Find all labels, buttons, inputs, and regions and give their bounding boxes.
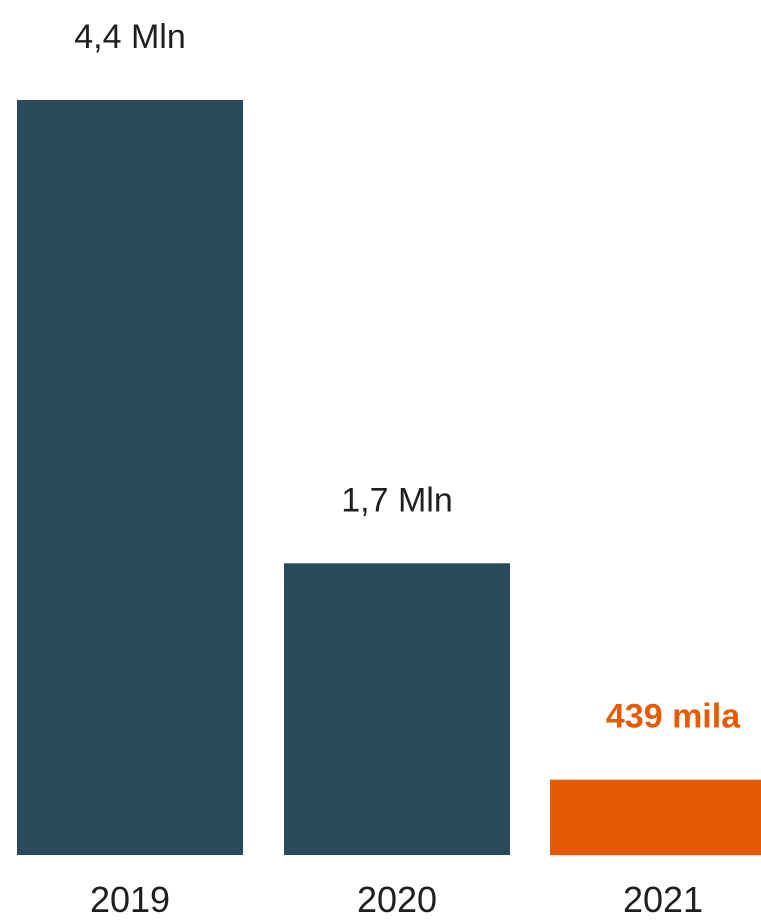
x-tick-labels-group: 2019 2020 2021 — [90, 879, 703, 920]
bar-2021 — [550, 779, 761, 855]
data-labels-group: 4,4 Mln 1,7 Mln 439 mila — [74, 18, 741, 736]
data-label-2019: 4,4 Mln — [74, 18, 186, 56]
bar-2019 — [17, 100, 243, 855]
bar-2020 — [284, 563, 510, 855]
x-tick-label-2019: 2019 — [90, 879, 170, 920]
data-label-2021: 439 mila — [606, 698, 741, 736]
data-label-2020: 1,7 Mln — [341, 481, 453, 519]
bars-group — [17, 100, 761, 855]
x-tick-label-2020: 2020 — [357, 879, 437, 920]
x-tick-label-2021: 2021 — [623, 879, 703, 920]
